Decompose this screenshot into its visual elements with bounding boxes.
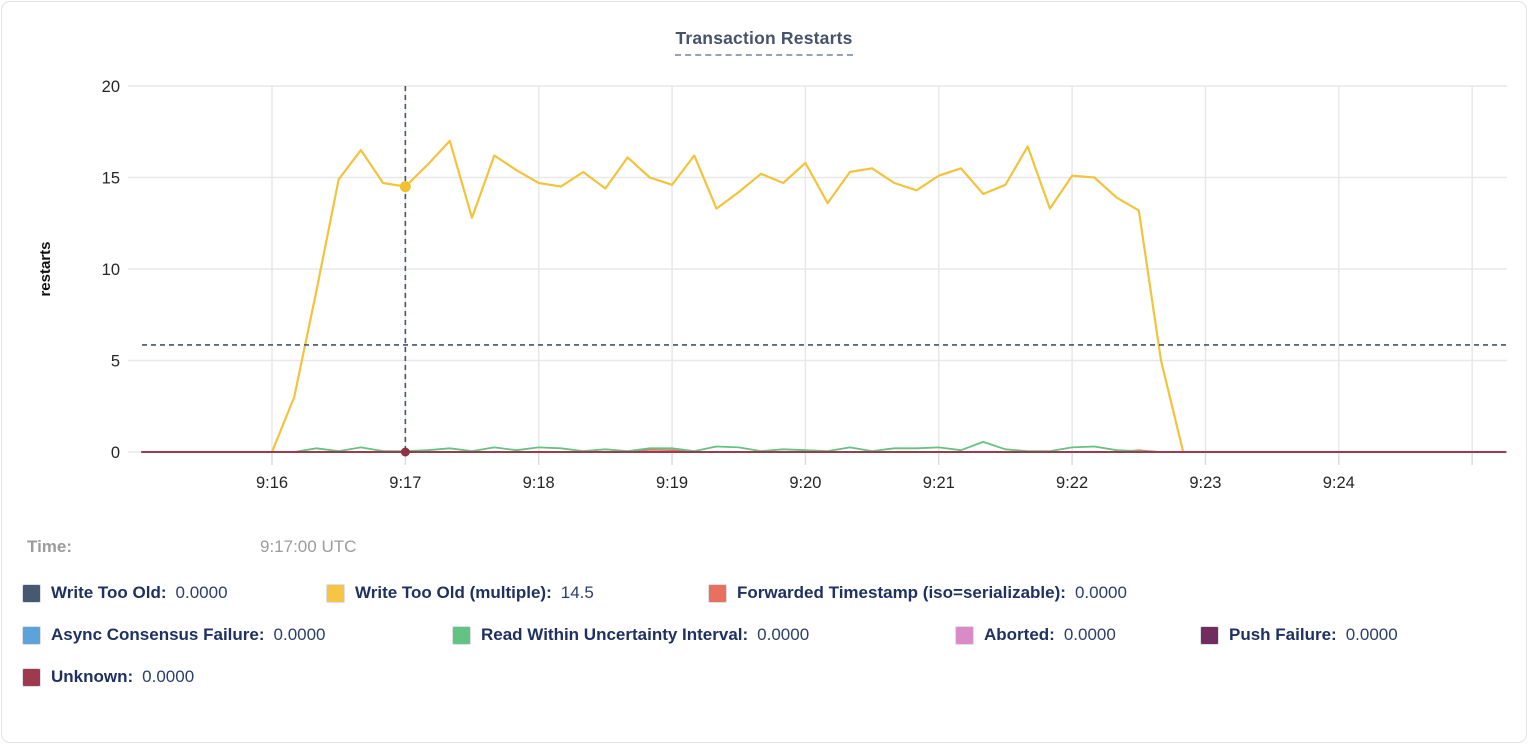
legend-item-write-too-old[interactable]: Write Too Old: 0.0000 [22,583,326,603]
x-axis-tick-label: 9:24 [1323,474,1355,492]
legend-item-write-too-old-multiple[interactable]: Write Too Old (multiple): 14.5 [326,583,708,603]
hover-time-value: 9:17:00 UTC [260,537,357,556]
x-axis-tick-label: 9:18 [523,474,555,492]
x-axis-tick-label: 9:23 [1189,474,1221,492]
legend-row-2: Async Consensus Failure: 0.0000 Read Wit… [22,625,1526,645]
legend-item-value: 0.0000 [1063,625,1116,644]
series-color-swatch [452,625,471,645]
series-color-swatch [955,625,974,645]
y-axis-tick-label: 15 [102,170,120,188]
legend-row-3: Unknown: 0.0000 [22,667,1526,687]
legend-item-value: 0.0000 [757,625,810,644]
legend-item-label: Read Within Uncertainty Interval: [481,625,749,644]
legend-item-value: 0.0000 [142,667,195,686]
y-axis-tick-label: 10 [102,261,120,279]
legend-item-label: Unknown: [51,667,134,686]
legend-item-async-consensus-failure[interactable]: Async Consensus Failure: 0.0000 [22,625,452,645]
x-axis-tick-label: 9:22 [1056,474,1088,492]
legend-item-label: Aborted: [984,625,1055,644]
y-axis-title: restarts [37,241,54,296]
legend-item-label: Forwarded Timestamp (iso=serializable): [737,583,1066,602]
legend-item-value: 0.0000 [1074,583,1127,602]
y-axis-tick-label: 0 [111,444,120,462]
legend-row-1: Write Too Old: 0.0000 Write Too Old (mul… [22,583,1526,603]
transaction-restarts-plot[interactable]: 0 5 10 15 20 9:16 9:17 9:18 9:19 9:20 9:21 9:22 9:23… [2,2,1527,507]
series-color-swatch [22,583,41,603]
legend-item-read-within-uncertainty[interactable]: Read Within Uncertainty Interval: 0.0000 [452,625,955,645]
series-color-swatch [326,583,345,603]
legend-item-push-failure[interactable]: Push Failure: 0.0000 [1200,625,1398,645]
legend-item-unknown[interactable]: Unknown: 0.0000 [22,667,194,687]
legend-item-value: 14.5 [560,583,594,602]
series-line-write-too-old-multiple- [270,139,1185,454]
series-color-swatch [708,583,727,603]
x-axis-tick-label: 9:16 [256,474,288,492]
chart-title[interactable]: Transaction Restarts [675,28,853,56]
hover-point-dot [399,181,411,193]
y-axis-tick-label: 20 [102,78,120,96]
series-color-swatch [22,667,41,687]
series-color-swatch [22,625,41,645]
y-axis-tick-label: 5 [111,353,120,371]
legend-item-aborted[interactable]: Aborted: 0.0000 [955,625,1200,645]
legend-item-label: Write Too Old (multiple): [355,583,552,602]
chart-title-wrap: Transaction Restarts [2,28,1526,56]
series-color-swatch [1200,625,1219,645]
x-axis-tick-label: 9:20 [789,474,821,492]
hover-point-dot [400,447,410,457]
legend-item-value: 0.0000 [273,625,326,644]
legend-item-forwarded-timestamp[interactable]: Forwarded Timestamp (iso=serializable): … [708,583,1127,603]
legend-item-label: Write Too Old: [51,583,167,602]
legend-item-value: 0.0000 [1345,625,1398,644]
chart-legend: Write Too Old: 0.0000 Write Too Old (mul… [22,583,1526,687]
legend-item-value: 0.0000 [175,583,228,602]
legend-item-label: Push Failure: [1229,625,1337,644]
x-axis-tick-label: 9:21 [923,474,955,492]
hover-time-row: Time: 9:17:00 UTC [27,537,1526,557]
x-axis-tick-label: 9:17 [389,474,421,492]
hover-time-label: Time: [27,537,73,556]
x-axis-tick-label: 9:19 [656,474,688,492]
legend-item-label: Async Consensus Failure: [51,625,265,644]
